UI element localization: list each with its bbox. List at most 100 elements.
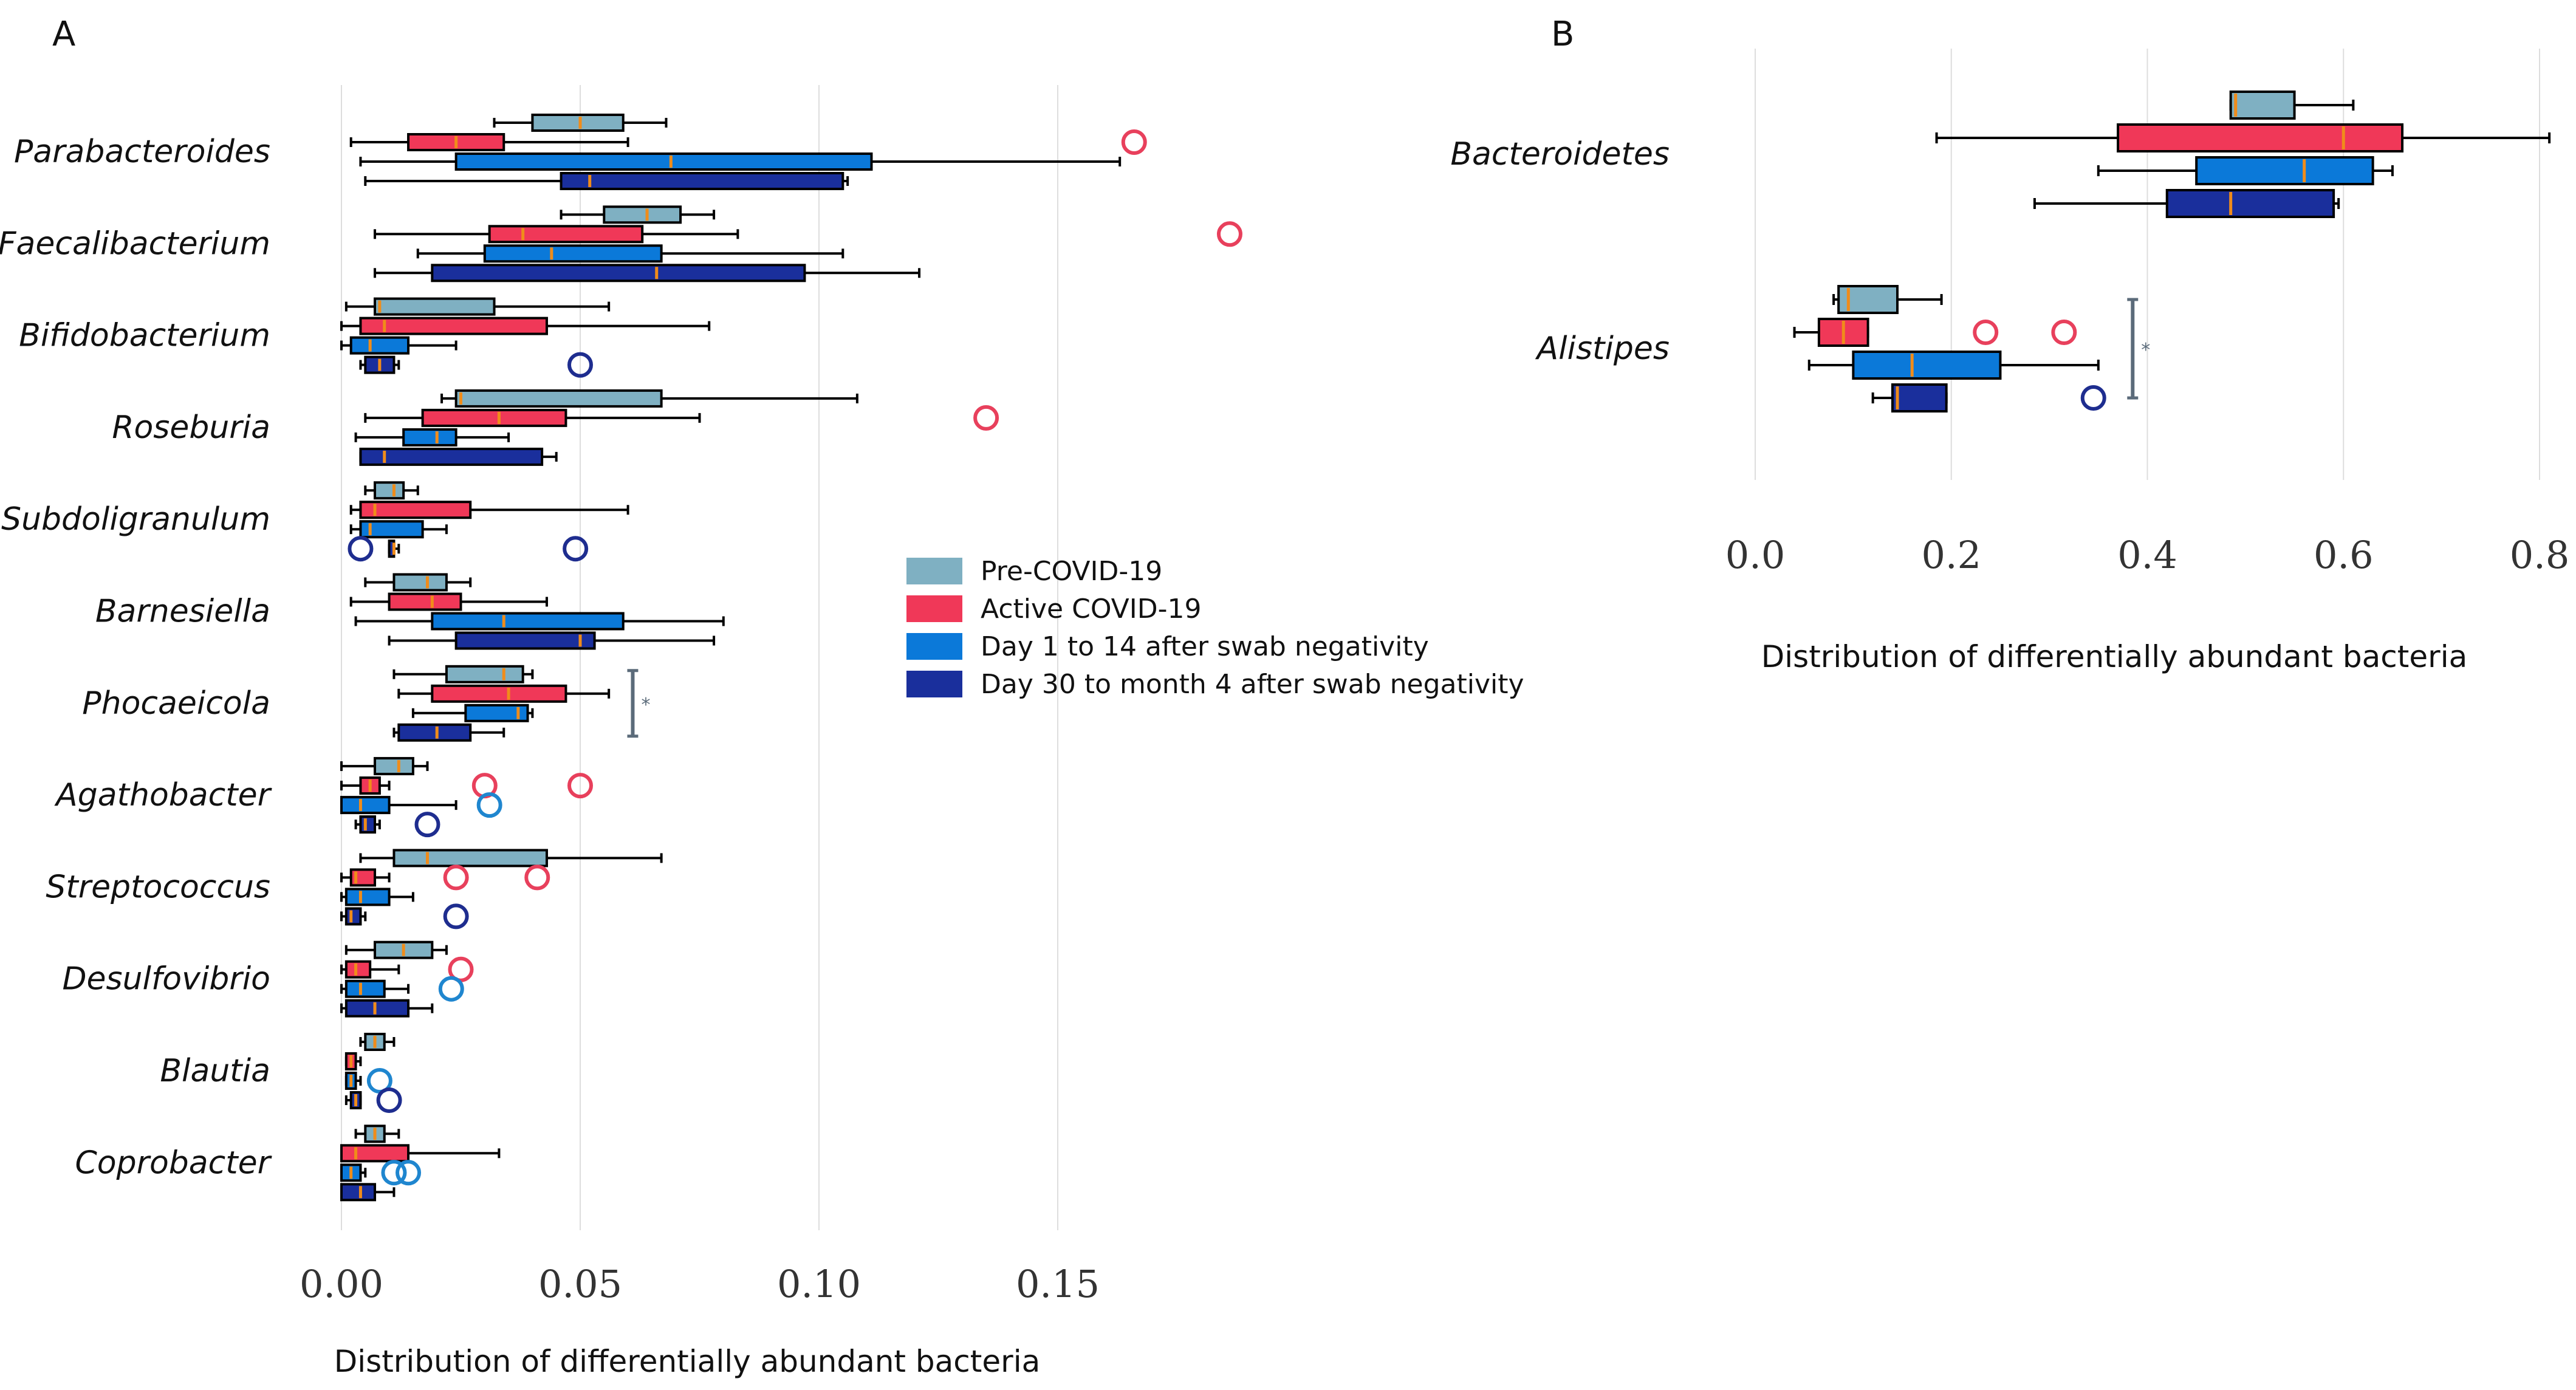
box-parabacteroides-series-2 <box>359 152 1122 171</box>
legend-swatch <box>906 558 962 584</box>
panel-a-boxes: * <box>340 114 1242 1202</box>
box-parabacteroides-series-1 <box>349 129 1147 155</box>
box-agathobacter-series-1 <box>340 773 593 799</box>
box-iqr <box>359 317 548 335</box>
box-iqr <box>2117 123 2404 152</box>
box-iqr <box>454 631 596 650</box>
box-iqr <box>374 297 496 316</box>
outlier-point <box>443 864 469 891</box>
category-label: Barnesiella <box>95 594 270 630</box>
box-iqr <box>392 573 448 592</box>
box-faecalibacterium-series-3 <box>374 264 921 282</box>
category-label: Agathobacter <box>54 777 272 813</box>
box-iqr <box>344 907 362 926</box>
outlier-point <box>524 864 550 891</box>
box-bifidobacterium-series-2 <box>340 336 457 355</box>
legend-label: Day 30 to month 4 after swab negativity <box>981 669 1524 700</box>
box-barnesiella-series-1 <box>349 592 548 611</box>
legend-label: Day 1 to 14 after swab negativity <box>981 631 1429 662</box>
box-iqr <box>483 244 663 263</box>
box-phocaeicola-series-1 <box>397 684 611 703</box>
panel-b-boxes: * <box>1793 91 2551 413</box>
panel-a-x-axis-title: Distribution of differentially abundant … <box>334 1344 1040 1379</box>
box-agathobacter-series-0 <box>340 757 429 776</box>
box-barnesiella-series-2 <box>354 612 725 631</box>
box-faecalibacterium-series-1 <box>374 221 1242 247</box>
panel-a-category-labels: Parabacteroides Faecalibacterium Bifidobac… <box>0 134 273 1181</box>
category-label: Subdoligranulum <box>1 501 270 538</box>
box-iqr <box>349 336 410 355</box>
category-label: Streptococcus <box>46 869 270 905</box>
box-phocaeicola-series-2 <box>411 704 534 722</box>
outlier-point <box>448 956 474 982</box>
x-tick-label: 0.15 <box>1016 1262 1100 1306</box>
legend-label: Active COVID-19 <box>981 594 1202 625</box>
box-roseburia-series-0 <box>440 389 858 408</box>
box-desulfovibrio-series-0 <box>344 940 448 959</box>
panel-b-x-ticks: 0.0 0.2 0.4 0.6 0.8 <box>1725 533 2570 577</box>
box-alistipes-series-0 <box>1832 285 1943 314</box>
box-subdoligranulum-series-1 <box>349 501 629 519</box>
box-iqr <box>374 757 414 776</box>
box-roseburia-series-1 <box>364 405 999 431</box>
panel-b-x-axis-title: Distribution of differentially abundant … <box>1761 639 2467 674</box>
legend-swatch <box>906 633 962 660</box>
x-tick-label: 0.4 <box>2117 533 2177 577</box>
box-iqr <box>402 428 457 447</box>
outlier-point <box>376 1087 402 1113</box>
box-iqr <box>344 999 410 1018</box>
box-coprobacter-series-0 <box>354 1125 400 1143</box>
outlier-point <box>438 976 464 1002</box>
box-iqr <box>374 481 405 500</box>
box-alistipes-series-3 <box>1871 383 2106 413</box>
box-phocaeicola-series-3 <box>392 723 505 742</box>
box-iqr <box>421 408 567 427</box>
box-iqr <box>454 152 873 171</box>
x-tick-label: 0.00 <box>300 1262 383 1306</box>
outlier-point <box>1121 129 1147 155</box>
significance-marker: * <box>627 669 650 738</box>
box-barnesiella-series-0 <box>364 573 472 592</box>
box-alistipes-series-1 <box>1793 318 2077 347</box>
outlier-point <box>366 1068 392 1094</box>
outlier-point <box>1973 320 1999 345</box>
panel-b-gridlines <box>1755 49 2540 480</box>
box-bifidobacterium-series-0 <box>344 297 611 316</box>
box-iqr <box>2195 156 2374 185</box>
box-streptococcus-series-1 <box>340 864 550 891</box>
box-iqr <box>445 665 524 683</box>
category-label: Blautia <box>160 1053 270 1089</box>
box-subdoligranulum-series-0 <box>364 481 419 500</box>
box-roseburia-series-2 <box>354 428 510 447</box>
category-label: Roseburia <box>112 409 270 446</box>
legend-swatch <box>906 671 962 697</box>
box-agathobacter-series-3 <box>354 812 440 838</box>
category-label: Desulfovibrio <box>62 961 270 998</box>
outlier-point <box>396 1160 422 1186</box>
panel-a-label: A <box>52 15 75 54</box>
box-desulfovibrio-series-3 <box>340 999 434 1018</box>
box-bifidobacterium-series-3 <box>359 352 593 378</box>
box-iqr <box>1891 383 1948 413</box>
legend-item: Pre-COVID-19 <box>906 556 1162 587</box>
category-label: Parabacteroides <box>14 134 270 170</box>
outlier-point <box>1216 221 1242 247</box>
box-iqr <box>392 849 548 868</box>
box-iqr <box>431 264 806 282</box>
box-iqr <box>344 888 391 906</box>
x-tick-label: 0.0 <box>1725 533 1786 577</box>
box-faecalibacterium-series-2 <box>416 244 844 263</box>
box-iqr <box>531 114 625 132</box>
significance-marker: * <box>2127 298 2150 400</box>
legend-item: Day 30 to month 4 after swab negativity <box>906 669 1524 700</box>
box-desulfovibrio-series-2 <box>340 976 464 1002</box>
outlier-point <box>563 536 589 562</box>
box-blautia-series-2 <box>344 1068 392 1094</box>
box-streptococcus-series-2 <box>340 888 414 906</box>
legend-label: Pre-COVID-19 <box>981 556 1162 587</box>
x-tick-label: 0.2 <box>1921 533 1981 577</box>
box-parabacteroides-series-3 <box>364 172 849 190</box>
legend: Pre-COVID-19 Active COVID-19 Day 1 to 14 a… <box>906 556 1524 700</box>
outlier-point <box>443 903 469 930</box>
box-agathobacter-series-2 <box>340 792 502 818</box>
